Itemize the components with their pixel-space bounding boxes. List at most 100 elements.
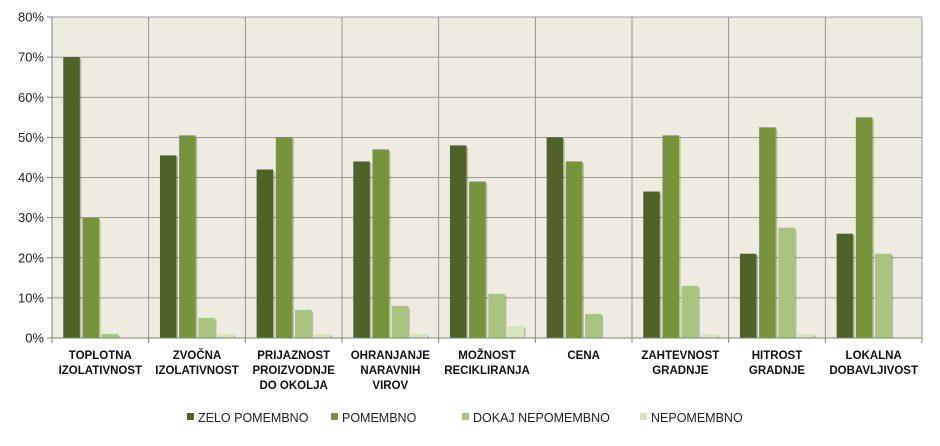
bar-fill <box>643 191 660 338</box>
bar <box>469 181 488 338</box>
legend-item: ZELO POMEMBNO <box>187 411 309 425</box>
bar <box>179 135 198 338</box>
legend-swatch <box>187 413 194 420</box>
legend-swatch <box>331 413 338 420</box>
bar-fill <box>101 333 119 338</box>
bar <box>836 233 855 338</box>
bar-fill <box>391 305 409 338</box>
x-category-label-line: GRADNJE <box>652 365 709 377</box>
x-category-label: ZAHTEVNOST GRADNJE <box>641 350 719 377</box>
legend-swatch <box>640 413 647 420</box>
x-category-label-line: ZAHTEVNOST <box>641 350 719 362</box>
bar <box>700 333 719 338</box>
bar <box>256 169 275 338</box>
x-category-label-line: CENA <box>567 350 600 362</box>
bar <box>778 227 797 338</box>
bar-fill <box>662 135 679 338</box>
bar-fill <box>295 309 312 338</box>
legend-item: NEPOMEMBNO <box>640 411 743 425</box>
bar <box>63 57 82 338</box>
bar <box>101 333 120 338</box>
bar-fill <box>469 181 486 338</box>
bar-fill <box>778 227 795 338</box>
bar-fill <box>797 333 815 338</box>
bar <box>488 293 507 338</box>
bar <box>875 253 894 338</box>
bar <box>855 117 874 338</box>
bar <box>198 317 217 338</box>
y-tick-label: 20% <box>18 250 44 265</box>
bar <box>643 191 662 338</box>
bar <box>739 253 759 338</box>
y-tick-label: 30% <box>18 210 44 225</box>
bar <box>82 217 101 338</box>
legend-swatch <box>462 413 469 420</box>
x-category-label-line: RECIKLIRANJA <box>444 365 530 377</box>
y-tick-label: 60% <box>18 90 44 105</box>
bar-fill <box>759 127 776 338</box>
x-category-label-line: OHRANJANJE <box>351 350 431 362</box>
bar-fill <box>875 253 892 338</box>
x-category-label-line: VIROV <box>372 380 408 392</box>
bar-fill <box>681 285 699 338</box>
bar <box>159 155 179 338</box>
bar-fill <box>372 149 389 338</box>
bar <box>275 137 294 338</box>
x-category-label: LOKALNA DOBAVLJIVOST <box>829 350 918 377</box>
bar-fill <box>179 135 196 338</box>
bar-fill <box>256 169 274 338</box>
bar-fill <box>314 333 331 338</box>
bar-fill <box>585 313 602 338</box>
x-category-label-line: IZOLATIVNOST <box>155 365 238 377</box>
bar-fill <box>488 293 505 338</box>
y-tick-label: 70% <box>18 50 44 65</box>
legend-label: NEPOMEMBNO <box>651 411 743 425</box>
bar-fill <box>63 57 80 338</box>
bar-fill <box>855 117 873 338</box>
bar-fill <box>739 253 757 338</box>
bar <box>314 333 333 338</box>
bar-fill <box>410 333 428 338</box>
bar-fill <box>198 317 215 338</box>
bar <box>217 333 236 338</box>
legend-label: POMEMBNO <box>342 411 417 425</box>
x-category-label: HITROST GRADNJE <box>749 350 806 377</box>
legend-label: ZELO POMEMBNO <box>198 411 309 425</box>
bar-fill <box>449 145 467 338</box>
bar <box>681 285 700 338</box>
x-category-label-line: IZOLATIVNOST <box>59 365 142 377</box>
bar <box>662 135 681 338</box>
y-tick-label: 50% <box>18 130 44 145</box>
x-category-label: CENA <box>567 350 600 362</box>
x-category-label: TOPLOTNA IZOLATIVNOST <box>59 350 142 377</box>
bar-fill <box>353 161 370 338</box>
x-category-label-line: TOPLOTNA <box>69 350 132 362</box>
bar-fill <box>700 333 718 338</box>
x-category-label-line: GRADNJE <box>749 365 806 377</box>
x-category-label-line: PROIZVODNJE <box>252 365 335 377</box>
legend-item: DOKAJ NEPOMEMBNO <box>462 411 610 425</box>
bar <box>372 149 391 338</box>
legend-label: DOKAJ NEPOMEMBNO <box>473 411 610 425</box>
legend-item: POMEMBNO <box>331 411 417 425</box>
x-category-label-line: ZVOČNA <box>173 349 222 362</box>
bar <box>565 161 584 338</box>
bar <box>797 333 816 338</box>
x-category-label-line: MOŽNOST <box>458 349 516 362</box>
x-category-label-line: LOKALNA <box>846 350 902 362</box>
y-tick-label: 40% <box>18 170 44 185</box>
x-category-label-line: DO OKOLJA <box>259 380 327 392</box>
bar <box>295 309 314 338</box>
x-category-label-line: NARAVNIH <box>360 365 420 377</box>
bar <box>507 325 526 338</box>
bar <box>353 161 372 338</box>
x-category-label: OHRANJANJE NARAVNIH VIROV <box>351 350 431 392</box>
bar <box>759 127 778 338</box>
x-category-label: ZVOČNA IZOLATIVNOST <box>155 349 238 377</box>
x-category-label: MOŽNOST RECIKLIRANJA <box>444 349 530 377</box>
bar-fill <box>82 217 99 338</box>
y-tick-label: 10% <box>18 290 44 305</box>
bar-fill <box>275 137 293 338</box>
bar <box>546 137 565 338</box>
